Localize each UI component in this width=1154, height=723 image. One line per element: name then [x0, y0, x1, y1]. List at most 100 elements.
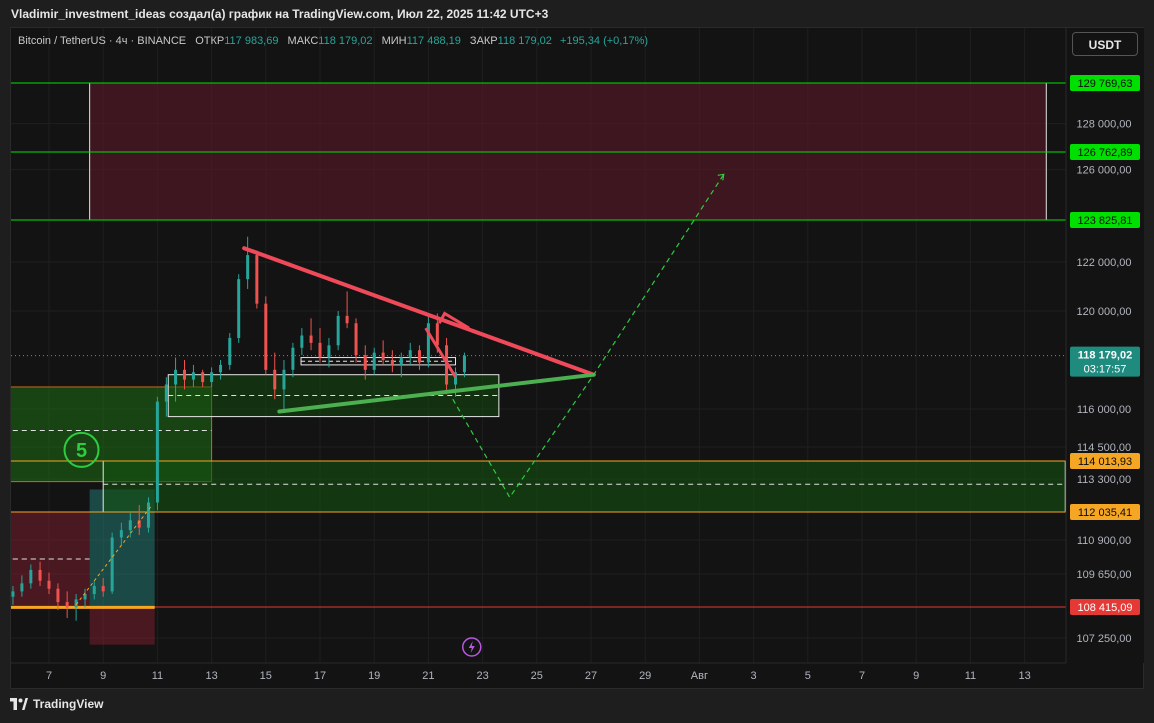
candle-body [219, 364, 223, 373]
candle-body [183, 369, 186, 380]
candle-body [264, 303, 268, 370]
candle-body [191, 372, 195, 380]
candle-body [101, 586, 105, 592]
tradingview-mark-icon [10, 698, 28, 710]
candle-body [372, 352, 376, 370]
close-value: 118 179,02 [497, 35, 552, 47]
header-bar: Vladimir_investment_ideas создал(а) граф… [0, 0, 1154, 30]
open-value: 117 983,69 [224, 35, 279, 47]
candle-body [47, 580, 51, 589]
open-label: ОТКР [195, 35, 225, 47]
price-level-tag [1070, 144, 1140, 160]
x-tick-label: 5 [805, 670, 811, 682]
x-tick-label: 17 [314, 670, 326, 682]
candle-body [119, 530, 123, 538]
dashed-trend-line [75, 504, 153, 606]
ohlc-legend: Bitcoin / TetherUS · 4ч · BINANCE ОТКР11… [18, 35, 648, 47]
publisher-credit: Vladimir_investment_ideas создал(а) граф… [11, 7, 549, 21]
x-tick-label: 27 [585, 670, 597, 682]
y-tick-label: 116 000,00 [1077, 404, 1131, 416]
y-tick-label: 113 300,00 [1077, 474, 1131, 486]
x-tick-label: 11 [965, 670, 976, 682]
y-tick-label: 110 900,00 [1077, 535, 1131, 547]
symbol-title[interactable]: Bitcoin / TetherUS · 4ч · BINANCE [18, 35, 187, 47]
candle-body [399, 357, 403, 365]
candle-body [363, 355, 367, 370]
price-level-tag [1070, 453, 1140, 469]
y-tick-label: 122 000,00 [1076, 257, 1131, 269]
candle-body [146, 502, 150, 528]
support-trendline [277, 372, 596, 414]
high-label: МАКС [287, 35, 319, 47]
candle-body [462, 355, 466, 373]
candle-body [201, 372, 205, 383]
candle-body [417, 350, 421, 363]
arrow-down-marker [424, 327, 457, 378]
close-label: ЗАКР [469, 35, 498, 47]
x-tick-label: 7 [46, 670, 52, 682]
projection-path [452, 173, 725, 499]
candle-body [2, 589, 5, 597]
wave-5-marker [63, 431, 100, 468]
candle-body [74, 599, 78, 608]
candle-body [327, 345, 331, 358]
candle-body [174, 369, 178, 385]
price-level-tag-label: 129 769,63 [1077, 78, 1132, 90]
tradingview-logo[interactable]: TradingView [10, 697, 103, 711]
arrow-head-marker [437, 311, 470, 330]
price-level-tag [1070, 212, 1140, 228]
candle-body [426, 323, 430, 363]
y-tick-label: 107 250,00 [1076, 633, 1131, 645]
candle-body [38, 569, 42, 581]
y-tick-label: 126 000,00 [1076, 165, 1131, 177]
candle-body [309, 335, 313, 343]
stop-zone-box [89, 607, 155, 645]
y-tick-label: 109 650,00 [1076, 569, 1131, 581]
x-tick-label: 13 [205, 670, 217, 682]
price-level-tag [1070, 599, 1140, 615]
price-level-tag-label: 112 035,41 [1078, 507, 1132, 519]
lightning-bolt-icon [468, 641, 475, 653]
price-level-tag-label: 126 762,89 [1077, 147, 1132, 159]
x-tick-label: 3 [751, 670, 757, 682]
candle-body [11, 591, 15, 597]
candle-body [390, 360, 394, 365]
candle-body [273, 369, 277, 390]
currency-button[interactable]: USDT [1072, 32, 1138, 56]
candle-body [137, 520, 141, 528]
footer-bar [0, 690, 1154, 723]
candle-body [237, 279, 241, 338]
x-tick-label: Авг [691, 670, 708, 682]
candle-body [155, 401, 159, 503]
x-tick-label: 25 [531, 670, 543, 682]
projection-arrowhead [717, 173, 725, 181]
bar-countdown-label: 03:17:57 [1084, 364, 1127, 376]
x-tick-label: 9 [100, 670, 106, 682]
candle-body [300, 335, 304, 348]
price-level-tag-label: 108 415,09 [1077, 602, 1132, 614]
price-axis [1066, 28, 1144, 663]
high-value: 118 179,02 [318, 35, 373, 47]
price-level-tag [1070, 75, 1140, 91]
candle-body [336, 315, 340, 346]
candle-body [56, 588, 60, 603]
plot-area: 5 [2, 28, 1066, 663]
price-level-tag-label: 114 013,93 [1078, 456, 1132, 468]
candle-body [65, 602, 69, 608]
candle-body [345, 315, 349, 324]
y-tick-label: 128 000,00 [1076, 119, 1131, 131]
candle-body [83, 594, 87, 600]
candle-body [354, 323, 358, 356]
candle-body [246, 255, 250, 280]
candle-body [164, 384, 168, 402]
y-tick-label: 120 000,00 [1076, 306, 1131, 318]
change-value: +195,34 (+0,17%) [559, 35, 649, 47]
candle-body [454, 372, 457, 385]
price-level-tag-label: 123 825,81 [1077, 215, 1132, 227]
x-tick-label: 21 [422, 670, 434, 682]
current-price-tag [1070, 346, 1140, 377]
candle-body [291, 347, 295, 370]
y-tick-label: 114 500,00 [1077, 442, 1131, 454]
demand-zone [102, 460, 1066, 513]
